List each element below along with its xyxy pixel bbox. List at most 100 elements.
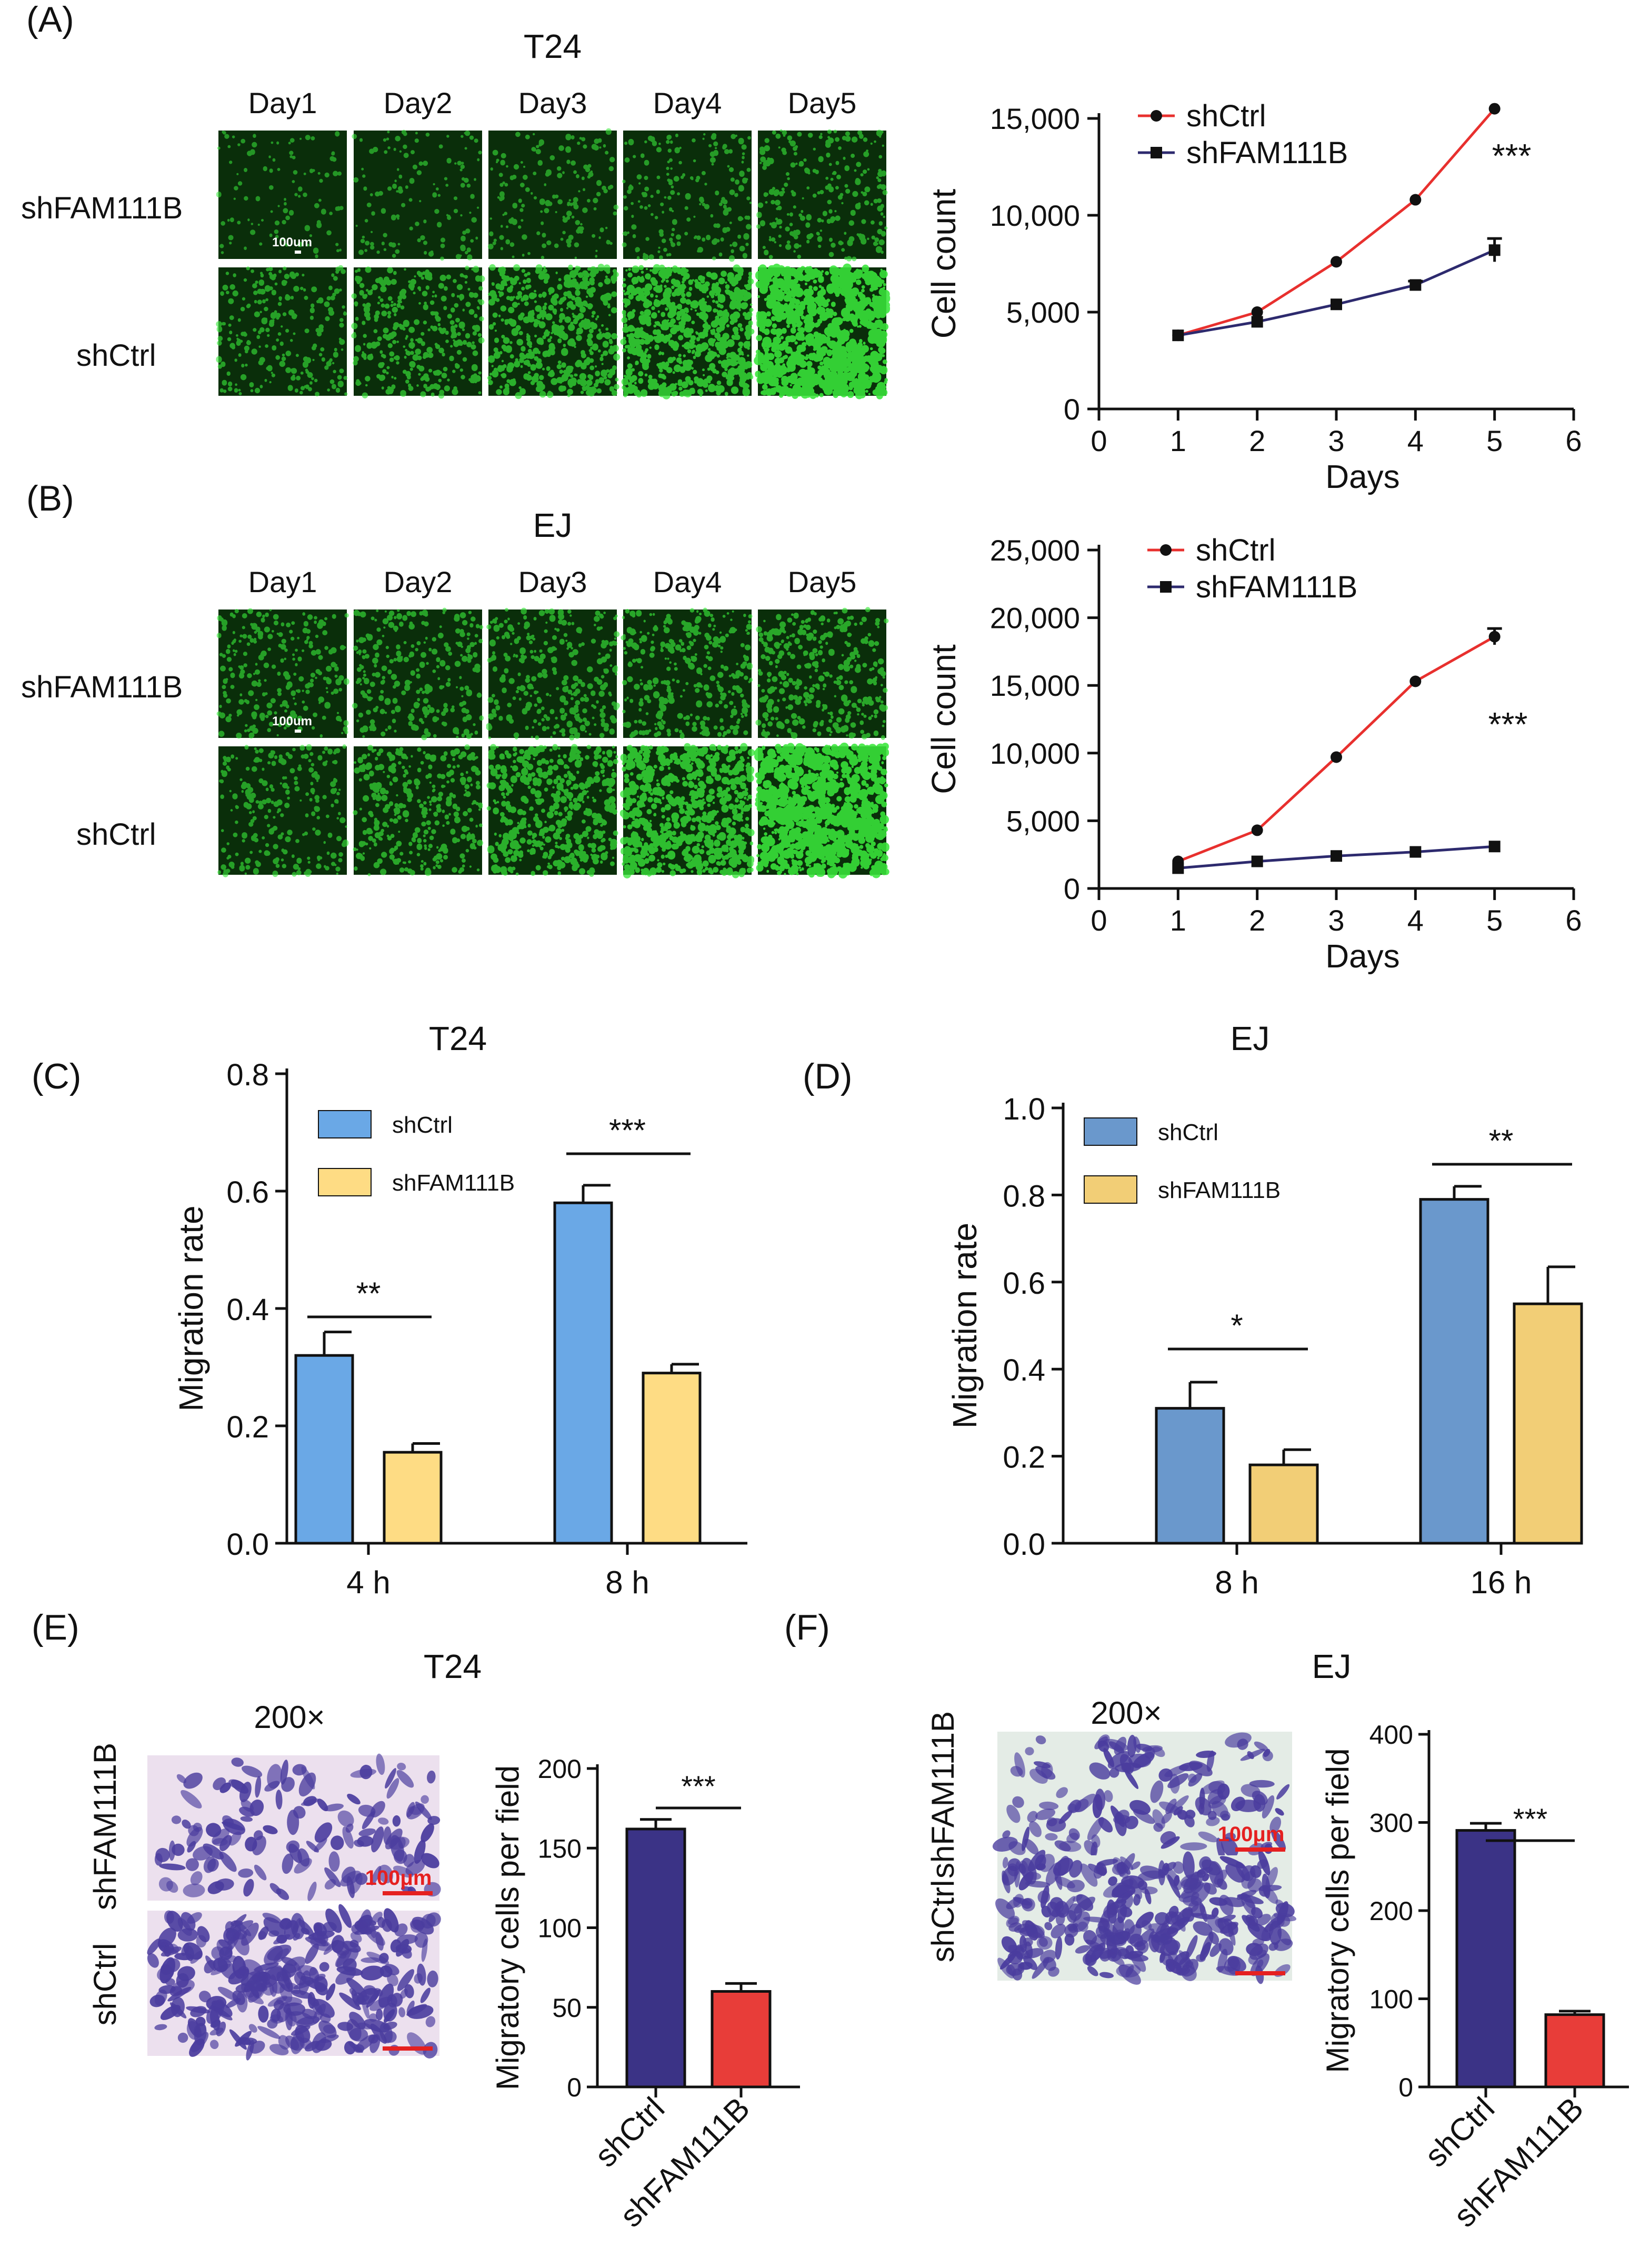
stained-cell [1068, 1903, 1083, 1921]
stained-cell [1247, 1878, 1262, 1892]
stained-cell [176, 1774, 187, 1783]
stained-cell [1006, 1804, 1021, 1823]
stained-cell [995, 1898, 1015, 1919]
stained-cell [379, 1965, 393, 1977]
stained-cell [295, 2025, 311, 2043]
fluorescent-cells [754, 263, 891, 399]
legend-label-shFAM111B: shFAM111B [1186, 136, 1348, 170]
stained-cell [1099, 1917, 1119, 1936]
stained-cell [1252, 1938, 1264, 1946]
stained-cell [312, 1931, 328, 1944]
legend-label-shCtrl: shCtrl [392, 1112, 453, 1138]
stained-cell [1269, 1816, 1282, 1833]
stained-cell [302, 2009, 317, 2020]
scale-bar [383, 1891, 433, 1895]
stained-cell [1224, 1832, 1236, 1842]
stained-cell [292, 1917, 301, 1934]
data-point-shCtrl [1409, 194, 1422, 206]
stained-cell [1278, 1915, 1291, 1927]
stained-cell [1109, 1899, 1127, 1910]
stained-cell [276, 1971, 293, 1992]
stained-cell [392, 1815, 401, 1827]
stained-cell [1029, 1924, 1037, 1934]
x-tick-label: shCtrl [588, 2091, 671, 2174]
micrograph-A-shFAM111B-day1 [216, 131, 347, 259]
stained-cell [1051, 1924, 1066, 1939]
stained-cell [383, 1826, 392, 1845]
stained-cell [227, 1937, 236, 1945]
stained-cell [256, 1971, 268, 1991]
stained-cell [1002, 1830, 1011, 1839]
stained-cell [1202, 1873, 1209, 1882]
fluorescent-cells [217, 744, 349, 877]
stained-cell [421, 1823, 434, 1843]
significance-label: *** [609, 1113, 646, 1148]
bar-shCtrl-8h [1155, 1407, 1225, 1545]
stained-cell [253, 1830, 263, 1841]
stained-cell [1058, 1810, 1073, 1824]
stained-cell [231, 1757, 244, 1767]
stained-cell [1108, 1876, 1117, 1886]
E-chart: 0 50 100 150 200 Migratory cells per field shC… [490, 1754, 800, 2234]
stained-cell [1104, 1790, 1113, 1802]
significance-label: ** [356, 1276, 381, 1311]
micrograph-E-shFAM111B [147, 1753, 441, 1901]
image-background [218, 267, 347, 396]
stained-cell [215, 1878, 234, 1891]
bar-shCtrl [1455, 1829, 1516, 2089]
scale-bar-label: 100μm [365, 1866, 432, 1890]
x-tick-label: 0 [1091, 904, 1107, 937]
stained-cell [276, 1934, 287, 1944]
A-chart: 0 5,000 10,000 15,000 0 1 2 3 4 5 6 Days Cell count s… [925, 99, 1582, 495]
fluorescent-cells [621, 607, 753, 739]
y-tick-label: 0 [1398, 2073, 1413, 2102]
stained-cell [352, 1992, 365, 2005]
fluorescent-cells [622, 133, 752, 262]
stained-cell [323, 2024, 336, 2034]
y-tick-label: 10,000 [990, 737, 1080, 770]
stained-cell [191, 2032, 209, 2053]
stained-cell [1067, 1803, 1077, 1812]
micrograph-B-shFAM111B-day4 [621, 607, 753, 739]
stained-cell [242, 1765, 263, 1777]
stained-cell [390, 1939, 402, 1953]
row-label-shFAM111B: shFAM111B [925, 1711, 961, 1879]
stained-cell [1022, 1897, 1035, 1912]
stained-cell [185, 1858, 199, 1871]
micrograph-A-shFAM111B-day4 [622, 131, 752, 262]
stained-cell [1161, 1836, 1180, 1849]
day-label-5: Day5 [788, 86, 857, 119]
stained-cell [369, 1996, 393, 2011]
stained-cell [315, 1982, 328, 1996]
x-tick-label: 1 [1170, 424, 1186, 457]
stained-cell [243, 1879, 254, 1897]
stained-cell [1262, 1795, 1275, 1819]
x-tick-label: 4 [1407, 424, 1424, 457]
y-tick-label: 1.0 [1003, 1092, 1045, 1126]
stained-cell [1155, 1912, 1169, 1925]
day-label-3: Day3 [518, 565, 587, 598]
y-tick-label: 20,000 [990, 602, 1080, 635]
stained-cell [1119, 1906, 1133, 1917]
stained-cell [338, 1904, 352, 1929]
y-tick-label: 200 [1369, 1896, 1413, 1926]
stained-cell [1007, 1964, 1016, 1976]
micrograph-B-shCtrl-day2 [353, 744, 483, 876]
legend-marker [1160, 544, 1172, 556]
panel-label-A: (A) [26, 0, 74, 39]
day-label-1: Day1 [248, 86, 317, 119]
stained-cell [406, 1802, 415, 1817]
stained-cell [1158, 1768, 1173, 1782]
stained-cell [1095, 1789, 1106, 1811]
stained-cell [1169, 1795, 1189, 1813]
row-label-shFAM111B: shFAM111B [21, 191, 183, 225]
stained-cell [376, 1753, 385, 1775]
stained-cell [166, 1911, 183, 1932]
stained-cell [376, 2009, 383, 2021]
chart-title: EJ [1231, 1020, 1270, 1057]
stained-cell [168, 1840, 176, 1861]
stained-cell [1028, 1850, 1046, 1872]
stained-cell [229, 2029, 247, 2050]
stained-cell [1190, 1904, 1206, 1917]
y-tick-label: 400 [1369, 1720, 1413, 1750]
